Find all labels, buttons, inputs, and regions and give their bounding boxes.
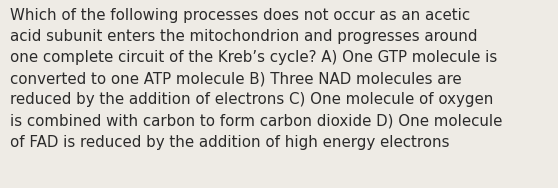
Text: Which of the following processes does not occur as an acetic
acid subunit enters: Which of the following processes does no… bbox=[10, 8, 502, 150]
